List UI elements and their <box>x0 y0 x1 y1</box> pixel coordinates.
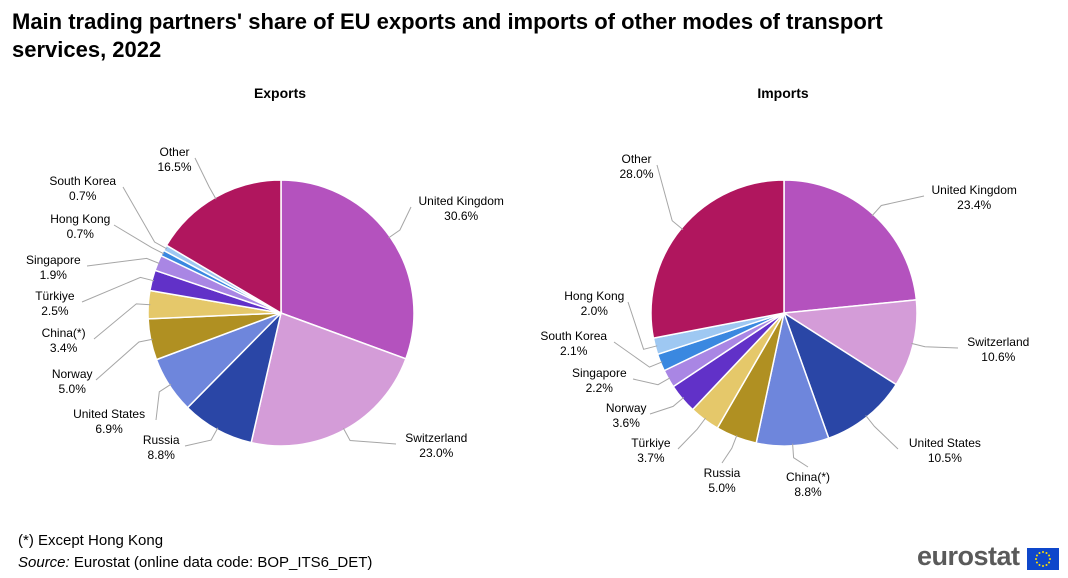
pie-imports-value-china: 8.8% <box>794 485 822 499</box>
pie-exports-label-united-kingdom: United Kingdom <box>419 194 504 208</box>
pie-imports-slice-united-kingdom <box>783 179 918 314</box>
flag-star <box>1035 554 1038 557</box>
pie-imports-label-south-korea: South Korea <box>540 329 607 343</box>
pie-exports-leader-russia <box>184 427 219 447</box>
pie-exports-value-united-states: 6.9% <box>95 422 123 436</box>
eu-flag-icon <box>1027 548 1059 570</box>
pie-exports-label-south-korea: South Korea <box>49 174 116 188</box>
pie-imports-label-norway: Norway <box>606 401 647 415</box>
pie-exports-label-other: Other <box>159 145 189 159</box>
pie-exports-label-switzerland: Switzerland <box>405 431 467 445</box>
flag-star <box>1038 551 1041 554</box>
flag-star <box>1042 565 1044 567</box>
pie-exports-leader-switzerland <box>342 427 397 445</box>
pie-imports-label-other: Other <box>621 152 651 166</box>
flag-star <box>1048 561 1051 564</box>
pie-imports-leader-united-kingdom <box>871 195 925 217</box>
pie-exports-value-united-kingdom: 30.6% <box>444 209 478 223</box>
pie-imports-value-singapore: 2.2% <box>586 381 614 395</box>
flag-star <box>1045 564 1048 567</box>
flag-star <box>1048 554 1051 557</box>
pie-imports-value-russia: 5.0% <box>708 481 736 495</box>
source-label: Source: <box>18 554 70 571</box>
pie-exports-value-t-rkiye: 2.5% <box>41 304 69 318</box>
pie-exports-leader-united-kingdom <box>388 206 412 239</box>
pie-exports-label-united-states: United States <box>73 407 145 421</box>
pie-exports-value-hong-kong: 0.7% <box>67 227 95 241</box>
pie-imports-leader-other <box>656 164 684 230</box>
pie-exports-leader-hong-kong <box>113 224 165 255</box>
pie-imports-label-t-rkiye: Türkiye <box>631 436 671 450</box>
pie-imports-label-hong-kong: Hong Kong <box>564 289 624 303</box>
pie-exports-label-china: China(*) <box>42 326 86 340</box>
pie-exports-leader-norway <box>95 338 153 381</box>
pie-exports-value-south-korea: 0.7% <box>69 189 97 203</box>
source-note: Source: Eurostat (online data code: BOP_… <box>18 554 372 571</box>
pie-imports-label-united-states: United States <box>909 436 981 450</box>
page-title: Main trading partners' share of EU expor… <box>12 9 883 62</box>
pie-imports-slice-other <box>650 179 785 340</box>
flag-star <box>1049 558 1051 560</box>
pie-imports-leader-united-states <box>865 415 899 450</box>
pie-exports-value-other: 16.5% <box>157 160 191 174</box>
pie-exports-leader-china <box>93 303 151 340</box>
pie-imports-value-united-states: 10.5% <box>928 451 962 465</box>
pie-imports-label-switzerland: Switzerland <box>967 335 1029 349</box>
pie-imports-leader-russia <box>721 435 738 464</box>
flag-star <box>1035 561 1038 564</box>
footnote: (*) Except Hong Kong <box>18 532 164 549</box>
pie-imports-label-united-kingdom: United Kingdom <box>932 183 1017 197</box>
pie-imports-value-t-rkiye: 3.7% <box>637 451 665 465</box>
pie-imports-leader-switzerland <box>911 342 959 349</box>
pie-exports-leader-united-states <box>155 383 172 421</box>
source-text: Eurostat (online data code: BOP_ITS6_DET… <box>73 554 373 571</box>
pie-exports-label-singapore: Singapore <box>26 253 81 267</box>
pie-imports-leader-singapore <box>632 377 671 386</box>
pie-imports-value-south-korea: 2.1% <box>560 344 588 358</box>
pie-exports-label-norway: Norway <box>52 367 93 381</box>
flag-star <box>1042 551 1044 553</box>
pie-imports-leader-hong-kong <box>627 301 658 350</box>
pie-exports-value-norway: 5.0% <box>59 382 87 396</box>
pie-exports-value-russia: 8.8% <box>148 448 176 462</box>
pie-exports-leader-t-rkiye <box>81 276 155 303</box>
logo-text: eurostat <box>917 541 1020 571</box>
pie-exports-leader-singapore <box>86 257 160 267</box>
pie-exports-leader-south-korea <box>122 186 168 250</box>
pie-exports-value-china: 3.4% <box>50 341 78 355</box>
flag-star <box>1038 564 1041 567</box>
pie-exports-label-russia: Russia <box>143 433 180 447</box>
pie-exports-label-hong-kong: Hong Kong <box>50 212 110 226</box>
pie-imports-label-russia: Russia <box>704 466 741 480</box>
pie-imports-leader-norway <box>649 397 685 415</box>
flag-star <box>1045 551 1048 554</box>
pie-exports-leader-other <box>194 157 217 200</box>
pie-exports-value-switzerland: 23.0% <box>419 446 453 460</box>
exports-chart-title: Exports <box>254 85 306 101</box>
pie-imports-value-switzerland: 10.6% <box>981 350 1015 364</box>
pie-imports-label-china: China(*) <box>786 470 830 484</box>
pie-imports-value-united-kingdom: 23.4% <box>957 198 991 212</box>
pie-imports-leader-china <box>792 443 809 468</box>
pie-imports-value-norway: 3.6% <box>613 416 641 430</box>
pie-exports-label-t-rkiye: Türkiye <box>35 289 75 303</box>
pie-imports-leader-south-korea <box>613 341 663 368</box>
pie-imports-leader-t-rkiye <box>677 417 706 450</box>
imports-chart-title: Imports <box>757 85 809 101</box>
pie-imports-value-other: 28.0% <box>619 167 653 181</box>
pie-imports-value-hong-kong: 2.0% <box>581 304 609 318</box>
pie-exports-value-singapore: 1.9% <box>40 268 68 282</box>
pie-imports-label-singapore: Singapore <box>572 366 627 380</box>
flag-star <box>1035 558 1037 560</box>
